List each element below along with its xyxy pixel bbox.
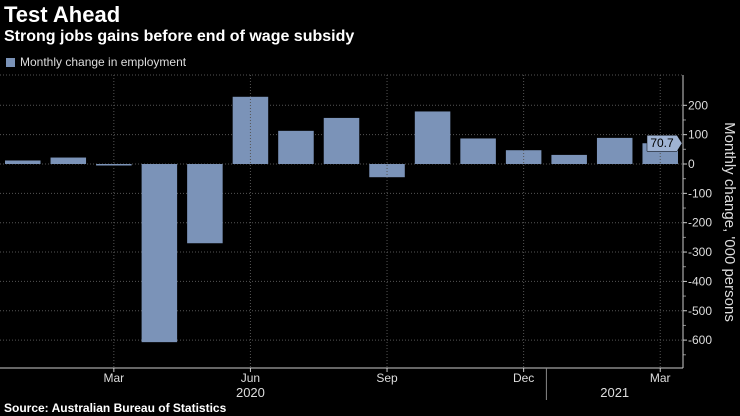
y-tick-label: -200 <box>688 216 712 230</box>
y-tick-label: -100 <box>688 186 712 200</box>
bar-oct-2020 <box>414 111 451 164</box>
bar-dec-2020 <box>505 150 542 164</box>
y-tick-label: -300 <box>688 245 712 259</box>
y-tick-label: -500 <box>688 304 712 318</box>
y-axis-label: Monthly change, '000 persons <box>721 122 738 322</box>
x-tick-label: Dec <box>513 371 534 385</box>
bar-apr-2020 <box>141 164 178 343</box>
x-tick-label: Mar <box>103 371 124 385</box>
year-label: 2021 <box>600 385 629 400</box>
last-value-badge <box>646 135 683 152</box>
bar-aug-2020 <box>323 117 360 164</box>
bar-jun-2020 <box>232 96 269 164</box>
y-tick-label: 100 <box>688 128 708 142</box>
bar-jan-2021 <box>551 154 587 164</box>
legend: Monthly change in employment <box>6 55 186 69</box>
x-tick-label: Jun <box>241 371 260 385</box>
bar-feb-2021 <box>596 137 633 164</box>
y-tick-label: 0 <box>688 157 695 171</box>
bar-sep-2020 <box>369 164 405 178</box>
bar-jan-2020 <box>5 160 41 164</box>
bar-nov-2020 <box>460 138 496 164</box>
legend-swatch <box>6 57 15 67</box>
x-tick-label: Sep <box>376 371 398 385</box>
chart-title: Test Ahead <box>4 2 121 27</box>
x-tick-label: Mar <box>650 371 671 385</box>
source-note: Source: Australian Bureau of Statistics <box>4 401 227 415</box>
y-tick-label: -600 <box>688 333 712 347</box>
legend-label: Monthly change in employment <box>20 55 187 69</box>
y-tick-label: 200 <box>688 98 708 112</box>
bar-feb-2020 <box>50 157 87 164</box>
chart-subtitle: Strong jobs gains before end of wage sub… <box>4 28 355 45</box>
bar-jul-2020 <box>278 130 314 164</box>
y-tick-label: -400 <box>688 274 712 288</box>
year-label: 2020 <box>236 385 265 400</box>
bar-mar-2020 <box>96 164 132 166</box>
bar-may-2020 <box>187 164 223 244</box>
last-value-label: 70.7 <box>650 136 674 150</box>
